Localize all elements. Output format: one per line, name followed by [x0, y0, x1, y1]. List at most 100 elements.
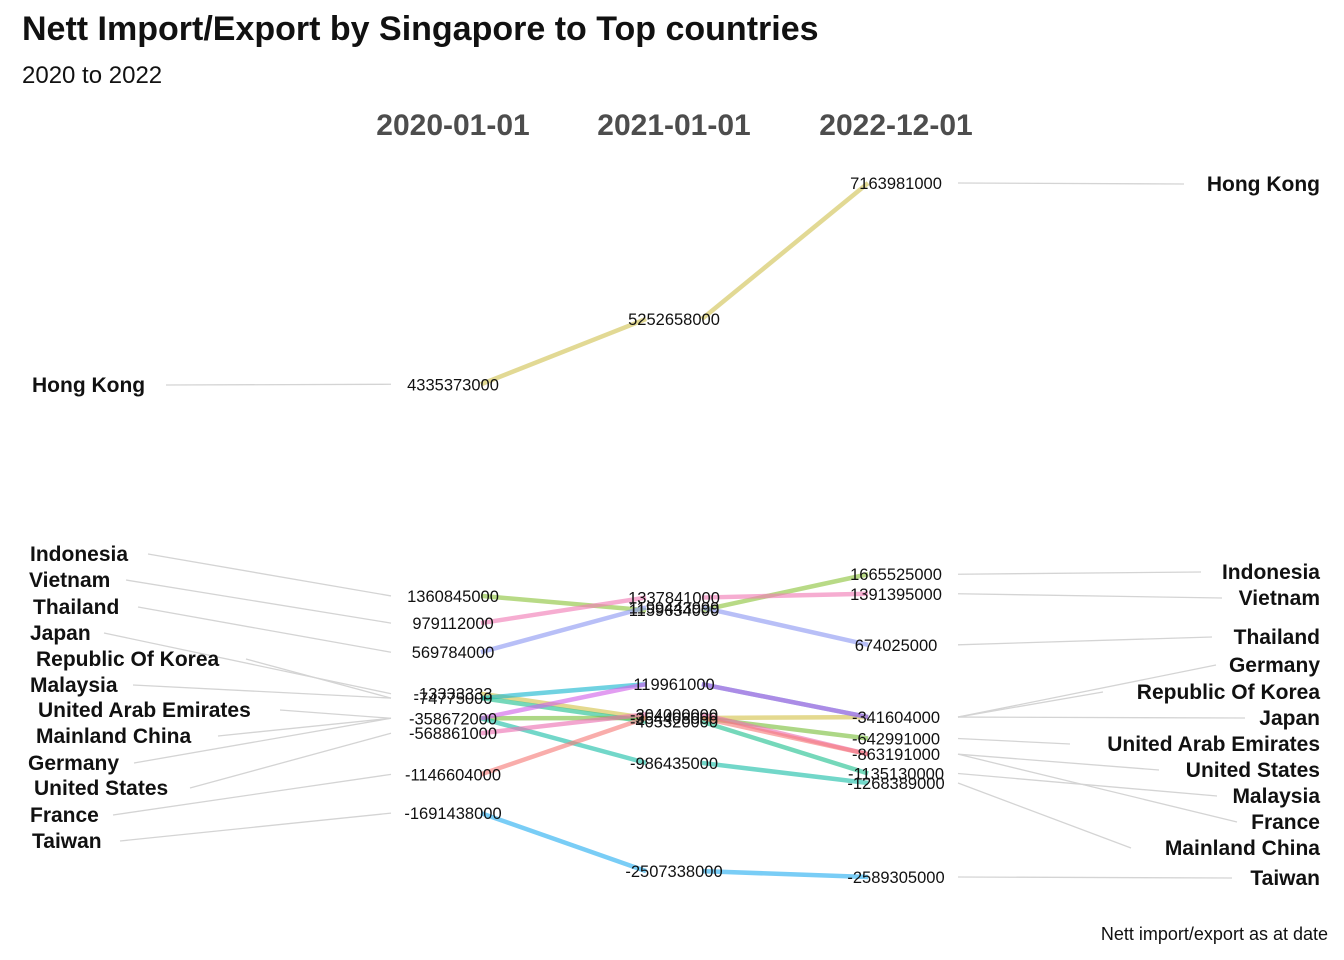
series-line-japan-2: [701, 714, 869, 721]
column-header-2020-01-01: 2020-01-01: [376, 109, 529, 142]
value-label-2022-12-01-1268389000: -1268389000: [847, 775, 944, 793]
value-label-2020-01-01-74775000: -74775000: [414, 690, 493, 708]
right-label-united-arab-emirates: United Arab Emirates: [1107, 733, 1320, 756]
left-label-united-states: United States: [34, 777, 168, 800]
leader-left-mainland-china: [217, 717, 392, 737]
chart-caption: Nett import/export as at date: [1100, 924, 1328, 944]
series-line-hong-kong-2: [700, 181, 870, 321]
series-line-vietnam-2: [701, 591, 869, 600]
series-line-indonesia-2: [701, 572, 869, 613]
value-label-2020-01-01-1146604000: -1146604000: [405, 766, 501, 784]
right-label-malaysia: Malaysia: [1232, 785, 1320, 808]
value-label-2022-12-01-642991000: -642991000: [852, 731, 940, 749]
leader-right-republic-of-korea: [957, 691, 1104, 718]
right-country-labels: Hong Kong Indonesia Vietnam Thailand Germany…: [1107, 173, 1320, 890]
value-label-2021-01-01-5252658000: 5252658000: [628, 311, 720, 329]
leader-left-hong-kong: [165, 383, 392, 386]
series-line-thailand-1: [480, 605, 647, 655]
left-label-france: France: [30, 804, 99, 827]
value-label-2020-01-01-568861000: -568861000: [409, 725, 497, 743]
leader-left-republic-of-korea: [245, 658, 392, 699]
column-header-2022-12-01: 2022-12-01: [819, 109, 972, 142]
leader-left-thailand: [137, 606, 392, 653]
value-label-2021-01-01-354408000: -354408000: [630, 710, 718, 728]
value-label-2021-01-01-1337841000: 1337841000: [628, 590, 720, 608]
value-label-2022-12-01-2589305000: -2589305000: [847, 869, 944, 887]
left-label-taiwan: Taiwan: [32, 830, 102, 853]
right-label-republic-of-korea: Republic Of Korea: [1137, 681, 1321, 704]
left-label-malaysia: Malaysia: [30, 674, 118, 697]
value-label-2021-01-01-119961000: 119961000: [633, 676, 714, 694]
series-line-taiwan-1: [480, 810, 647, 874]
value-label-2022-12-01-1665525000: 1665525000: [850, 566, 942, 584]
value-label-2021-01-01-1159634000: 1159634000: [629, 602, 720, 620]
left-country-labels: Hong Kong Indonesia Vietnam Thailand Japan Re…: [28, 374, 251, 853]
leader-left-malaysia: [132, 684, 392, 699]
right-label-france: France: [1251, 811, 1320, 834]
leader-left-japan: [103, 632, 392, 695]
value-label-2022-12-01-1135130000: -1135130000: [848, 766, 944, 784]
right-label-hong-kong: Hong Kong: [1207, 173, 1320, 196]
left-label-germany: Germany: [28, 752, 119, 775]
value-label-2022-12-01-7163981000: 7163981000: [850, 175, 942, 193]
series-line-taiwan-2: [701, 868, 869, 880]
value-label-2021-01-01-2507338000: -2507338000: [625, 863, 722, 881]
leader-right-vietnam: [957, 593, 1223, 599]
leader-right-hong-kong: [957, 182, 1185, 185]
value-label-2020-01-01-979112000: 979112000: [412, 615, 493, 633]
left-label-republic-of-korea: Republic Of Korea: [36, 648, 220, 671]
leader-right-thailand: [957, 636, 1213, 646]
value-label-2021-01-01-304000000: -304000000: [630, 706, 718, 724]
leader-right-malaysia: [957, 772, 1218, 797]
column-header-2021-01-01: 2021-01-01: [597, 109, 750, 142]
value-label-2020-01-01-1360845000: 1360845000: [407, 588, 499, 606]
right-label-indonesia: Indonesia: [1222, 561, 1320, 584]
leader-left-indonesia: [147, 553, 392, 597]
left-label-japan: Japan: [30, 622, 91, 645]
chart-title: Nett Import/Export by Singapore to Top c…: [22, 10, 819, 48]
series-line-indonesia-1: [480, 593, 647, 613]
series-line-republic-of-korea-1: [480, 681, 647, 701]
left-label-indonesia: Indonesia: [30, 543, 128, 566]
value-label-2020-01-01-13333333: -13333333: [414, 686, 493, 704]
left-label-vietnam: Vietnam: [29, 569, 110, 592]
value-labels: 4335373000 1360845000 979112000 569784000 -1…: [404, 175, 944, 887]
value-label-2022-12-01-341604000: -341604000: [852, 709, 940, 727]
leader-left-germany: [133, 717, 392, 764]
value-label-2021-01-01-986435000: -986435000: [630, 755, 718, 773]
right-label-mainland-china: Mainland China: [1165, 837, 1320, 860]
series-line-germany-2: [701, 682, 869, 720]
series-line-vietnam-1: [480, 595, 647, 626]
left-label-mainland-china: Mainland China: [36, 725, 191, 748]
leader-right-indonesia: [957, 571, 1202, 575]
leader-right-taiwan: [957, 876, 1233, 879]
series-line-france-1: [480, 715, 647, 777]
value-label-2022-12-01-1391395000: 1391395000: [850, 586, 942, 604]
series-line-united-states-1: [480, 712, 647, 736]
leader-left-taiwan: [119, 812, 392, 842]
series-line-malaysia-2: [701, 719, 869, 776]
leader-right-mainland-china: [957, 782, 1132, 849]
value-label-2021-01-01-405320000: -405320000: [630, 714, 718, 732]
value-label-2022-12-01-674025000: 674025000: [855, 637, 938, 655]
left-label-united-arab-emirates: United Arab Emirates: [38, 699, 251, 722]
series-line-mainland-china-2: [701, 760, 869, 786]
right-label-germany: Germany: [1229, 654, 1320, 677]
series-line-germany-1: [480, 682, 647, 721]
leader-right-germany: [957, 664, 1217, 718]
leader-left-united-arab-emirates: [279, 709, 392, 719]
right-label-united-states: United States: [1186, 759, 1320, 782]
left-label-hong-kong: Hong Kong: [32, 374, 145, 397]
value-label-2020-01-01-1691438000: -1691438000: [404, 805, 501, 823]
series-line-france-2: [701, 715, 869, 757]
value-label-2020-01-01-358672000: -358672000: [409, 710, 497, 728]
value-label-2020-01-01-4335373000: 4335373000: [407, 376, 499, 394]
series-line-hong-kong-1: [480, 316, 647, 387]
leader-right-france: [957, 753, 1238, 823]
value-label-2021-01-01-1199443999: 1199443999: [629, 599, 720, 617]
leader-lines: [103, 182, 1246, 879]
right-label-thailand: Thailand: [1234, 626, 1320, 649]
chart-subtitle: 2020 to 2022: [22, 62, 163, 89]
series-line-thailand-2: [701, 605, 869, 647]
